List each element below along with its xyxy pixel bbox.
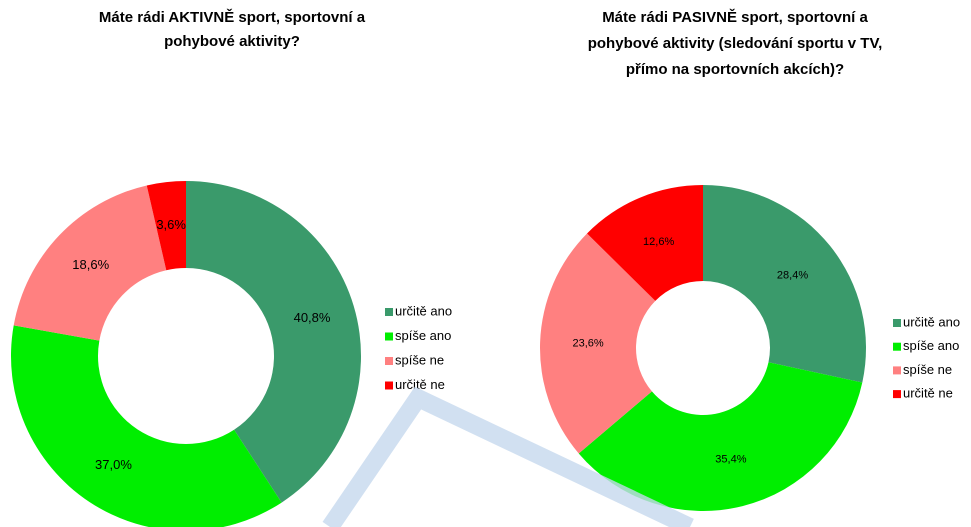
legend-label: spíše ne bbox=[903, 362, 952, 377]
legend-swatch bbox=[893, 366, 901, 375]
legend-swatch bbox=[385, 381, 393, 390]
legend-swatch bbox=[385, 308, 393, 316]
legend-swatch bbox=[385, 332, 393, 341]
legend-label: určitě ano bbox=[903, 314, 960, 329]
legend-label: spíše ne bbox=[395, 352, 444, 367]
watermark bbox=[322, 386, 694, 527]
donut-segment bbox=[703, 185, 866, 383]
chart-title: Máte rádi PASIVNĚ sport, sportovní a bbox=[602, 8, 868, 26]
legend-label: určitě ne bbox=[395, 377, 445, 392]
data-label: 40,8% bbox=[294, 310, 331, 325]
donut-segment bbox=[146, 181, 186, 271]
legend-swatch bbox=[385, 357, 393, 365]
data-label: 18,6% bbox=[72, 257, 109, 272]
chart-title: přímo na sportovních akcích)? bbox=[626, 61, 844, 78]
legend-swatch bbox=[893, 319, 901, 327]
legend-label: spíše ano bbox=[903, 338, 959, 353]
donut-segment bbox=[540, 233, 656, 454]
donut-segment bbox=[13, 185, 167, 341]
donut-segment bbox=[587, 185, 703, 301]
chart-title: pohybové aktivity? bbox=[164, 33, 300, 50]
donut-segment bbox=[578, 362, 863, 511]
data-label: 28,4% bbox=[777, 270, 808, 282]
chart-title: pohybové aktivity (sledování sportu v TV… bbox=[588, 35, 883, 52]
charts: Máte rádi AKTIVNĚ sport, sportovní a pohy… bbox=[11, 8, 960, 527]
chart-title: Máte rádi AKTIVNĚ sport, sportovní a bbox=[99, 8, 366, 26]
legend-swatch bbox=[893, 390, 901, 399]
legend-label: určitě ne bbox=[903, 386, 953, 401]
donut-segment bbox=[11, 325, 282, 527]
data-label: 12,6% bbox=[643, 236, 674, 248]
legend-swatch bbox=[893, 342, 901, 351]
legend-label: spíše ano bbox=[395, 328, 451, 343]
donut-segment bbox=[186, 181, 362, 503]
data-label: 23,6% bbox=[572, 338, 603, 350]
data-label: 35,4% bbox=[715, 453, 746, 465]
data-label: 3,6% bbox=[156, 217, 186, 232]
data-label: 37,0% bbox=[95, 457, 132, 472]
legend-label: určitě ano bbox=[395, 303, 452, 318]
